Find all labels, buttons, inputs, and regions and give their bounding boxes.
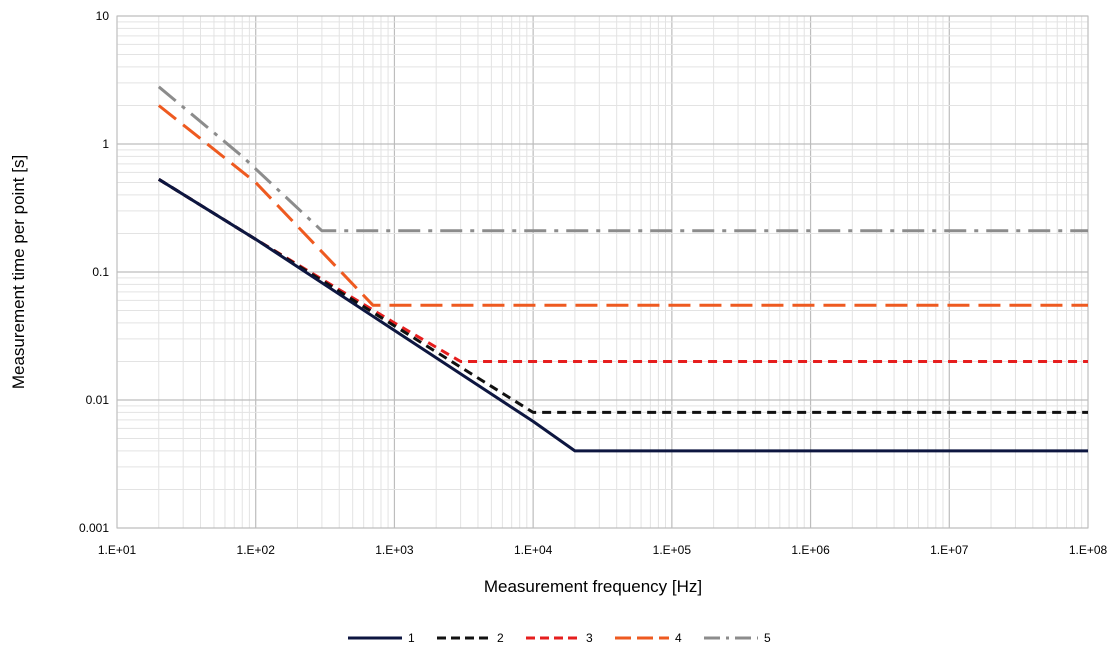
- legend-item-5: 5: [704, 631, 771, 645]
- x-tick-label: 1.E+04: [514, 543, 553, 557]
- plot-border: [116, 15, 1089, 529]
- y-tick-label: 0.01: [86, 393, 110, 407]
- series-line-1: [158, 178, 1088, 453]
- y-tick-label: 10: [96, 9, 110, 23]
- legend-label-5: 5: [764, 631, 771, 645]
- series-layer: [157, 85, 1088, 453]
- legend-item-3: 3: [526, 631, 593, 645]
- legend: 1 2 3 4 5: [348, 631, 771, 645]
- legend-item-1: 1: [348, 631, 415, 645]
- legend-item-4: 4: [615, 631, 682, 645]
- x-tick-label: 1.E+02: [237, 543, 276, 557]
- y-tick-label: 0.1: [92, 265, 109, 279]
- x-tick-label: 1.E+06: [791, 543, 830, 557]
- y-tick-label: 0.001: [79, 521, 109, 535]
- x-tick-label: 1.E+07: [930, 543, 969, 557]
- legend-item-2: 2: [437, 631, 504, 645]
- tick-layer: 1.E+01 1.E+02 1.E+03 1.E+04 1.E+05 1.E+06 1.E+…: [79, 9, 1108, 557]
- x-tick-label: 1.E+01: [98, 543, 137, 557]
- legend-label-4: 4: [675, 631, 682, 645]
- x-tick-label: 1.E+08: [1069, 543, 1108, 557]
- legend-label-2: 2: [497, 631, 504, 645]
- y-axis-title: Measurement time per point [s]: [9, 155, 28, 389]
- legend-label-1: 1: [408, 631, 415, 645]
- x-axis-title: Measurement frequency [Hz]: [484, 577, 702, 596]
- series-line-5: [157, 85, 1088, 233]
- x-tick-label: 1.E+05: [653, 543, 692, 557]
- y-tick-label: 1: [102, 137, 109, 151]
- legend-label-3: 3: [586, 631, 593, 645]
- x-tick-label: 1.E+03: [375, 543, 414, 557]
